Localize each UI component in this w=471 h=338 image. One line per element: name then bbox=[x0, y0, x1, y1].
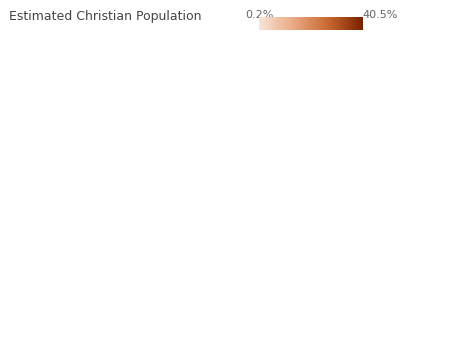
Text: 40.5%: 40.5% bbox=[363, 10, 398, 20]
Text: Estimated Christian Population: Estimated Christian Population bbox=[9, 10, 202, 23]
Text: 0.2%: 0.2% bbox=[245, 10, 273, 20]
